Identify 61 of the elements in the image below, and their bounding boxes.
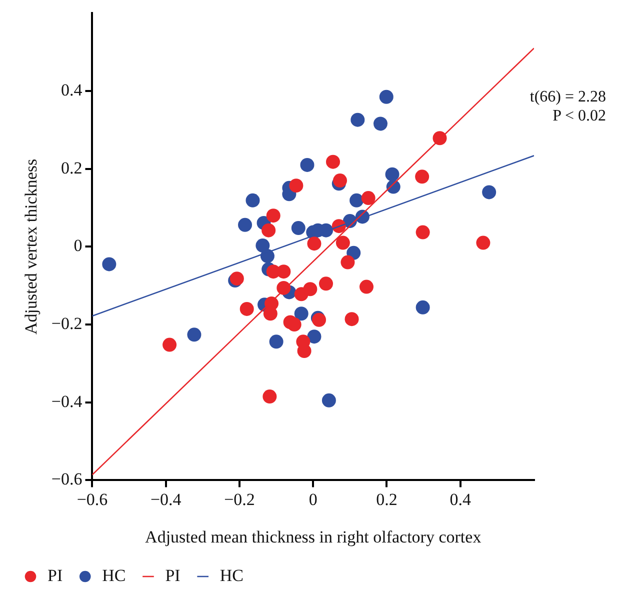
- point: [287, 318, 302, 332]
- point: [102, 257, 116, 272]
- point: [326, 154, 340, 169]
- point: [307, 236, 322, 251]
- point: [187, 328, 202, 342]
- x-axis-title: Adjusted mean thickness in right olfactory cortex: [145, 527, 482, 546]
- point: [300, 158, 314, 172]
- point: [266, 208, 280, 223]
- point: [297, 344, 312, 358]
- point: [415, 170, 430, 184]
- x-tick-label: 0.4: [450, 490, 472, 509]
- y-tick-label: −0.6: [51, 470, 82, 489]
- point: [256, 238, 270, 253]
- point: [291, 221, 306, 236]
- point: [269, 334, 284, 349]
- point: [322, 393, 336, 408]
- point: [262, 390, 277, 404]
- y-tick-label: −0.2: [51, 314, 82, 333]
- y-tick-label: 0.2: [60, 158, 82, 178]
- point: [350, 193, 364, 208]
- point: [319, 276, 334, 291]
- point: [238, 218, 252, 232]
- point: [307, 330, 322, 344]
- point: [263, 306, 278, 321]
- legend-label: HC: [102, 566, 126, 585]
- legend-label: HC: [220, 566, 244, 585]
- point: [240, 302, 254, 316]
- point: [361, 191, 376, 206]
- point: [303, 282, 318, 296]
- point: [246, 193, 260, 208]
- y-tick-label: 0: [74, 236, 82, 256]
- point: [332, 174, 347, 188]
- y-axis-title: Adjusted vertex thickness: [22, 158, 41, 335]
- y-tick-label: 0.4: [60, 80, 83, 100]
- point: [350, 112, 365, 127]
- point: [416, 300, 430, 314]
- point: [416, 225, 430, 240]
- y-tick-label: −0.4: [51, 392, 83, 411]
- x-tick-label: 0.2: [376, 490, 398, 509]
- legend-label: PI: [165, 566, 181, 585]
- point: [276, 264, 291, 279]
- point: [162, 338, 177, 352]
- point: [336, 236, 350, 250]
- legend-label: PI: [48, 566, 63, 585]
- point: [385, 167, 400, 182]
- point: [294, 306, 308, 321]
- point: [340, 255, 355, 270]
- x-tick-label: 0: [308, 490, 318, 509]
- point: [373, 116, 388, 131]
- x-tick-label: −0.6: [76, 490, 108, 509]
- text: P < 0.02: [552, 107, 606, 124]
- point: [344, 312, 359, 326]
- annotation: t(66) = 2.28: [530, 88, 606, 106]
- point: [262, 223, 276, 238]
- x-tick-label: −0.4: [150, 490, 182, 509]
- x-tick-label: −0.2: [224, 490, 255, 509]
- point: [360, 280, 374, 294]
- point: [482, 185, 496, 200]
- point: [379, 90, 394, 104]
- point: [289, 178, 304, 193]
- point: [476, 236, 490, 250]
